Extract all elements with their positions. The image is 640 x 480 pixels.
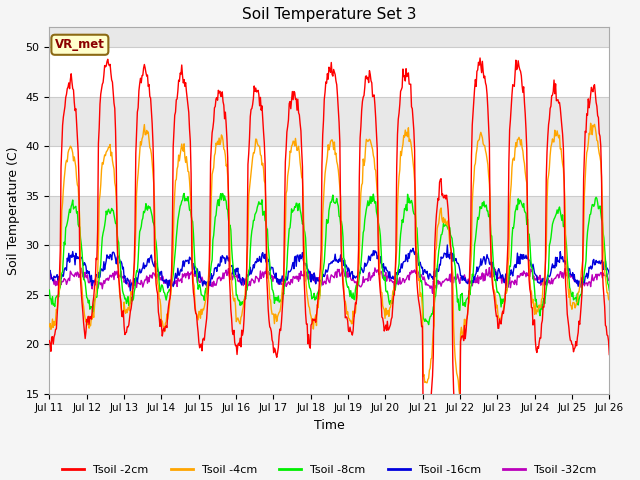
Bar [49,96,609,146]
Bar [49,195,609,245]
Bar [49,47,609,96]
Bar [49,245,609,295]
Legend: Tsoil -2cm, Tsoil -4cm, Tsoil -8cm, Tsoil -16cm, Tsoil -32cm: Tsoil -2cm, Tsoil -4cm, Tsoil -8cm, Tsoi… [58,461,601,480]
Text: VR_met: VR_met [55,38,105,51]
Bar [49,295,609,344]
Bar [49,344,609,394]
Title: Soil Temperature Set 3: Soil Temperature Set 3 [242,7,417,22]
Bar [49,146,609,195]
Y-axis label: Soil Temperature (C): Soil Temperature (C) [7,146,20,275]
X-axis label: Time: Time [314,419,345,432]
